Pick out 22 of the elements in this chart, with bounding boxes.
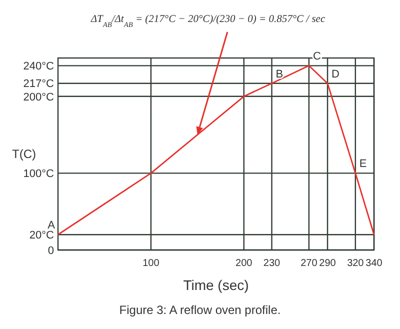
y-tick-label: 0 [48,244,54,257]
x-tick-label: 100 [142,258,160,269]
caption: Figure 3: A reflow oven profile. [119,303,281,317]
y-tick-label: 240°C [23,60,54,73]
y-tick-label: 200°C [23,91,54,104]
x-tick-label: 270 [300,258,318,269]
annotation: ΔT$_{AB}$/Δt$_{AB}$ = (217°C − 20°C)/(230 − 0) = 0.857°C / sec [90,14,326,28]
x-tick-label: 230 [263,258,281,269]
y-tick-label: 100°C [23,168,54,180]
x-tick-label: 340 [366,258,383,269]
y-tick-label: 217°C [23,78,54,90]
x-axis-title: Time (sec) [183,277,249,293]
line-series [57,64,375,236]
annotation: D [332,68,340,80]
y-axis-title: T(C) [12,147,36,162]
x-tick-label: 320 [347,258,364,269]
x-tick-label: 200 [236,258,253,269]
annotation: B [276,68,284,80]
x-tick-label: 290 [319,258,336,269]
annotation: E [359,158,367,170]
y-tick-label: 20°C [29,229,54,242]
annotation: A [48,220,56,232]
